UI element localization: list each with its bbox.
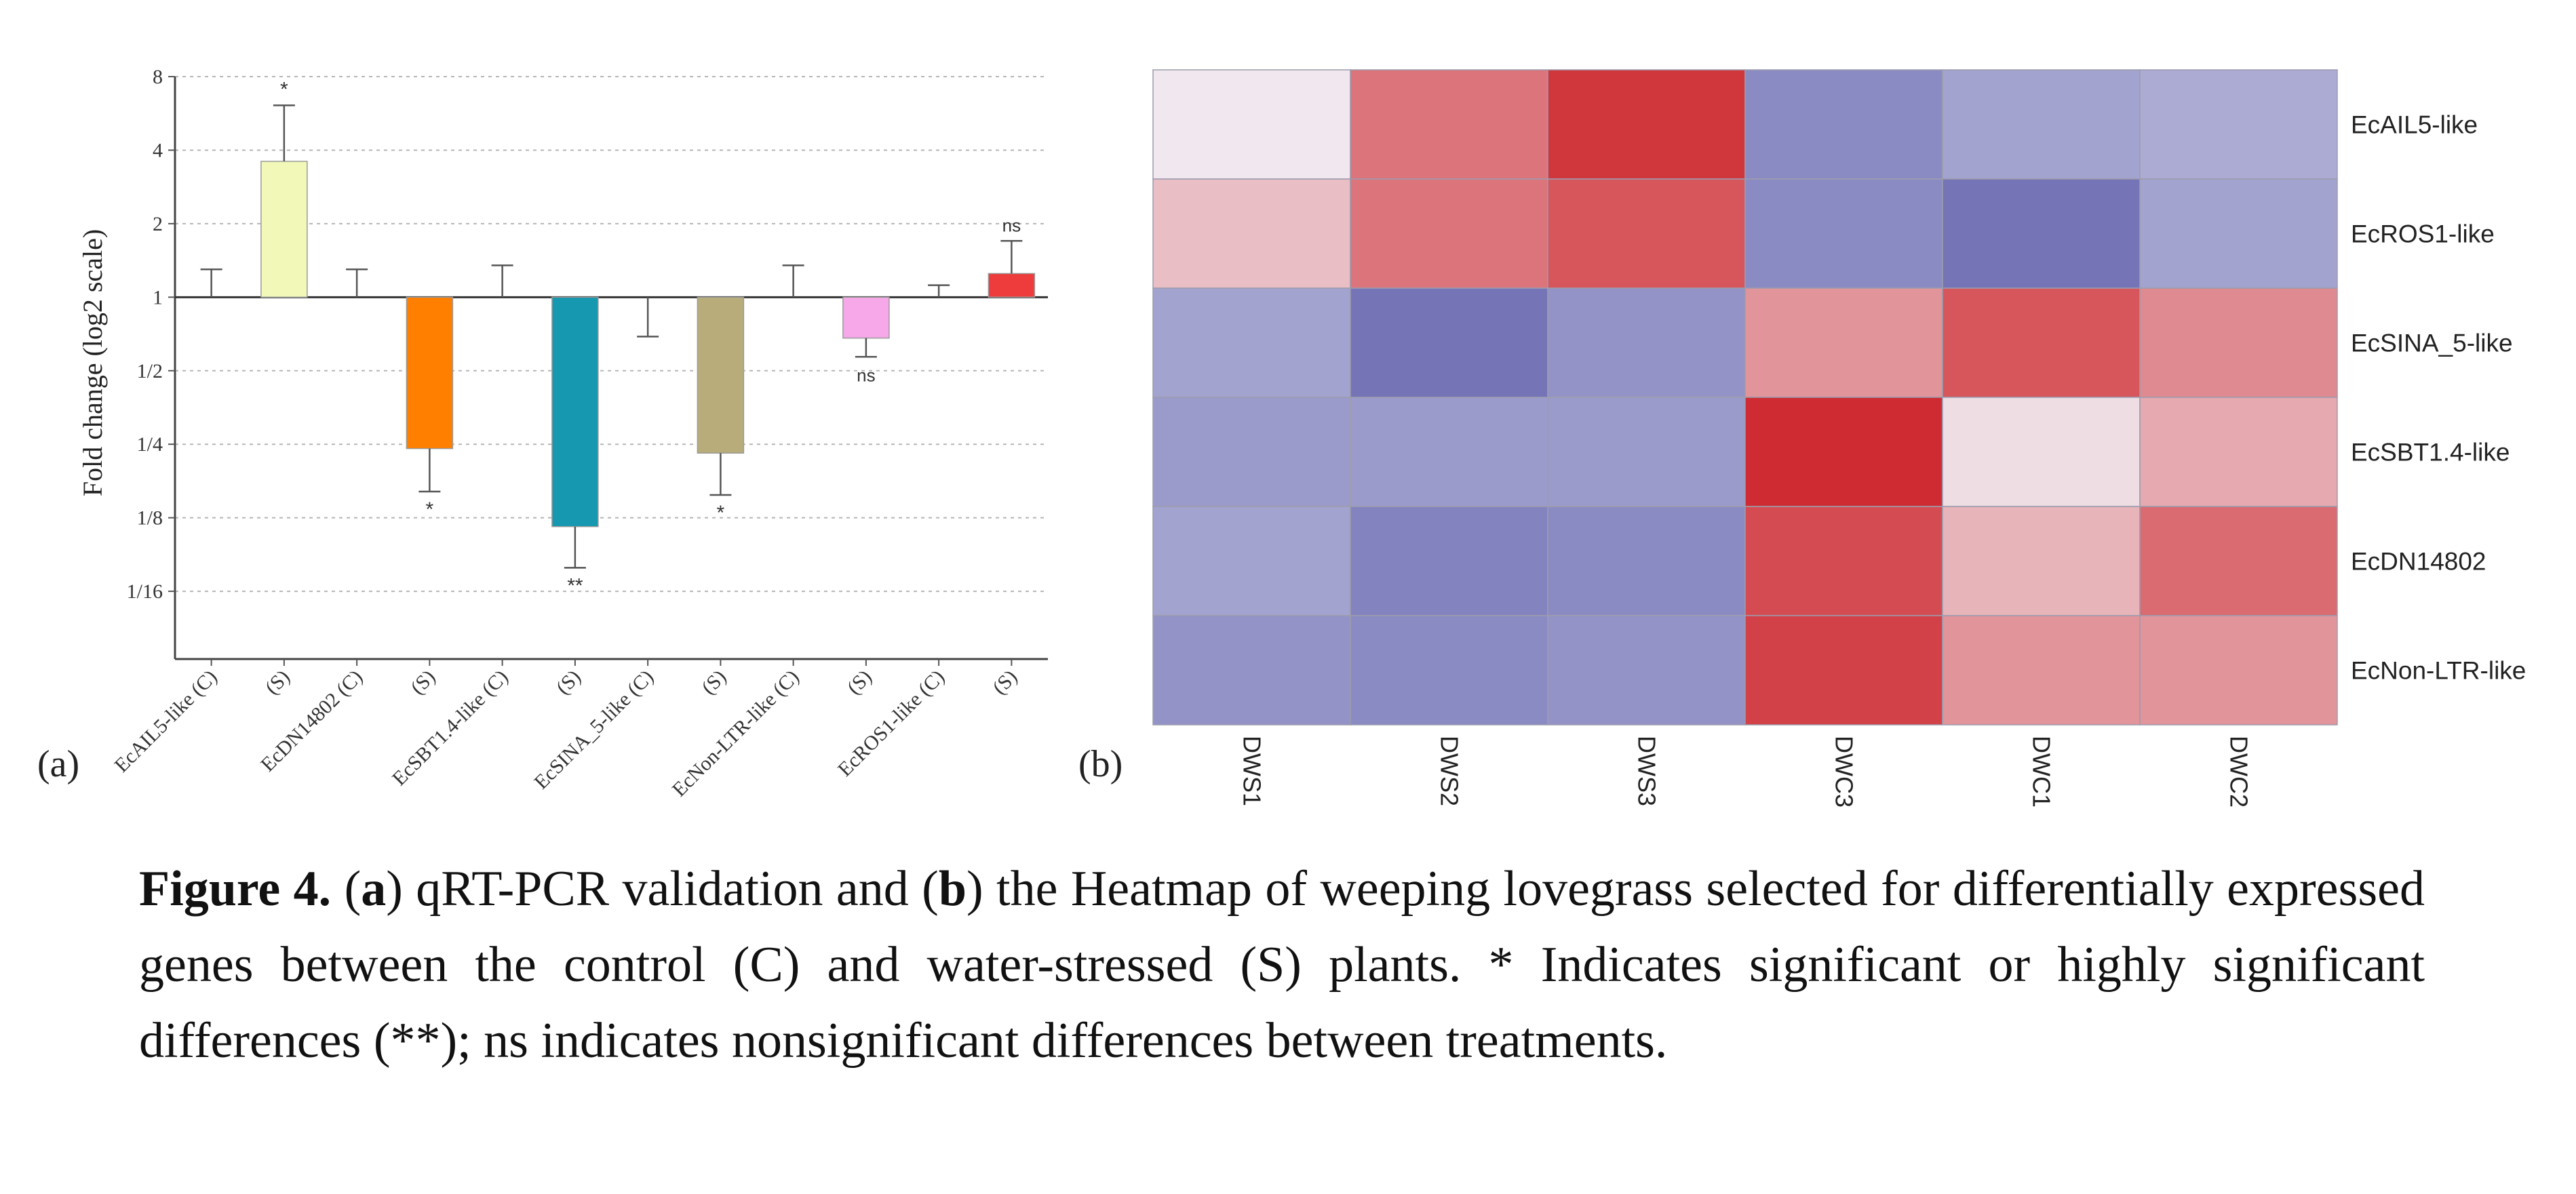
- heatmap-column-labels: DWS1 DWS2 DWS3 DWC3 DWC1 DWC2: [1238, 736, 2253, 808]
- heatmap-cell: [1152, 287, 1351, 398]
- significance-label: *: [280, 78, 288, 100]
- x-tick-label: (S): [406, 666, 440, 699]
- heatmap-cell: [1942, 615, 2141, 725]
- heatmap-cell: [2139, 178, 2338, 289]
- x-tick-label: (S): [261, 666, 294, 699]
- bar: [988, 273, 1036, 298]
- x-tick-label: (S): [552, 666, 585, 699]
- x-tick-label: (S): [697, 666, 730, 699]
- significance-label: ns: [857, 365, 875, 385]
- bar: [406, 296, 454, 450]
- caption-panel-b: b: [938, 861, 967, 917]
- heatmap-cell: [1942, 287, 2141, 398]
- heatmap-cell: [1547, 615, 1746, 725]
- heatmap-cell: [1744, 506, 1943, 616]
- heatmap-cell: [1744, 287, 1943, 398]
- heatmap-cell: [1744, 69, 1943, 180]
- y-tick-label: 8: [153, 66, 163, 88]
- bar: [842, 296, 890, 339]
- column-label: DWS3: [1633, 736, 1661, 806]
- axes: [174, 77, 1048, 660]
- heatmap-cell: [1152, 178, 1351, 289]
- heatmap-cell: [1942, 178, 2141, 289]
- x-tick-label: EcAIL5-like (C): [110, 666, 221, 777]
- heatmap-cell: [1547, 287, 1746, 398]
- heatmap-cell: [2139, 397, 2338, 507]
- caption-text: (: [331, 861, 362, 917]
- heatmap-cells: [1152, 69, 2338, 725]
- row-label: EcROS1-like: [2351, 220, 2495, 248]
- heatmap-cell: [1942, 397, 2141, 507]
- heatmap-cell: [2139, 69, 2338, 180]
- panel-label-a: (a): [37, 743, 79, 785]
- y-tick-label: 4: [153, 139, 163, 161]
- significance-label: *: [717, 502, 725, 524]
- x-tick-label: (S): [988, 666, 1021, 699]
- heatmap-cell: [2139, 615, 2338, 725]
- bar: [260, 161, 308, 298]
- x-tick-label: EcNon-LTR-like (C): [668, 666, 804, 801]
- significance-label: *: [426, 498, 434, 521]
- heatmap-cell: [1350, 615, 1548, 725]
- x-axis-ticks: EcAIL5-like (C) (S)EcDN14802 (C) (S)EcSBT1…: [110, 659, 1021, 801]
- y-tick-label: 1: [153, 286, 163, 309]
- y-tick-label: 1/16: [127, 580, 163, 603]
- significance-label: **: [567, 574, 583, 597]
- caption-panel-a: a: [361, 861, 387, 917]
- heatmap-cell: [1350, 506, 1548, 616]
- y-tick-label: 1/8: [137, 507, 163, 530]
- heatmap-cell: [1350, 287, 1548, 398]
- heatmap-cell: [1152, 397, 1351, 507]
- row-label: EcSINA_5-like: [2351, 330, 2513, 357]
- heatmap-cell: [1547, 506, 1746, 616]
- heatmap-cell: [1350, 178, 1548, 289]
- y-axis-ticks: 8 4 2 1 1/2 1/4 1/8 1/16: [127, 66, 175, 603]
- heatmap-cell: [1152, 69, 1351, 180]
- column-label: DWS1: [1238, 736, 1266, 806]
- y-tick-label: 2: [153, 213, 163, 235]
- figure-label: Figure 4.: [139, 861, 332, 917]
- column-label: DWC3: [1831, 736, 1858, 808]
- heatmap-cell: [2139, 287, 2338, 398]
- heatmap: (b) EcAIL5-likeEcROS1-likeEcSINA_5-likeE…: [1078, 69, 2526, 808]
- heatmap-cell: [1152, 506, 1351, 616]
- row-label: EcAIL5-like: [2351, 111, 2478, 139]
- heatmap-cell: [1547, 178, 1746, 289]
- heatmap-cell: [1350, 69, 1548, 180]
- y-tick-label: 1/2: [137, 360, 163, 382]
- heatmap-row-labels: EcAIL5-like EcROS1-like EcSINA_5-like EcSBT…: [2351, 111, 2526, 685]
- y-tick-label: 1/4: [137, 433, 163, 456]
- bar-chart: (a) Fold change (log2 scale) 8 4 2 1 1/2 1/4 1…: [37, 66, 1048, 801]
- bar: [551, 296, 599, 528]
- heatmap-cell: [1744, 178, 1943, 289]
- heatmap-cell: [1152, 615, 1351, 725]
- column-label: DWC1: [2028, 736, 2056, 808]
- column-label: DWC2: [2225, 736, 2253, 808]
- row-label: EcDN14802: [2351, 548, 2486, 576]
- row-label: EcNon-LTR-like: [2351, 657, 2526, 685]
- heatmap-cell: [1744, 397, 1943, 507]
- x-tick-label: EcSINA_5-like (C): [530, 666, 658, 794]
- panel-label-b: (b): [1078, 743, 1123, 785]
- heatmap-cell: [1547, 69, 1746, 180]
- heatmap-cell: [1942, 506, 2141, 616]
- bar: [697, 296, 745, 454]
- caption-text: ) the Heatmap of weeping lovegrass selec…: [139, 861, 2425, 1069]
- heatmap-cell: [1942, 69, 2141, 180]
- caption-text: ) qRT-PCR validation and (: [386, 861, 939, 917]
- figure-caption: Figure 4. (a) qRT-PCR validation and (b)…: [139, 851, 2425, 1079]
- heatmap-cell: [1547, 397, 1746, 507]
- grid-lines: [175, 76, 1048, 593]
- column-label: DWS2: [1436, 736, 1464, 806]
- row-label: EcSBT1.4-like: [2351, 439, 2510, 466]
- x-tick-label: (S): [843, 666, 876, 699]
- heatmap-cell: [1744, 615, 1943, 725]
- heatmap-cell: [1350, 397, 1548, 507]
- significance-label: ns: [1002, 215, 1021, 235]
- y-axis-label: Fold change (log2 scale): [77, 229, 108, 496]
- heatmap-cell: [2139, 506, 2338, 616]
